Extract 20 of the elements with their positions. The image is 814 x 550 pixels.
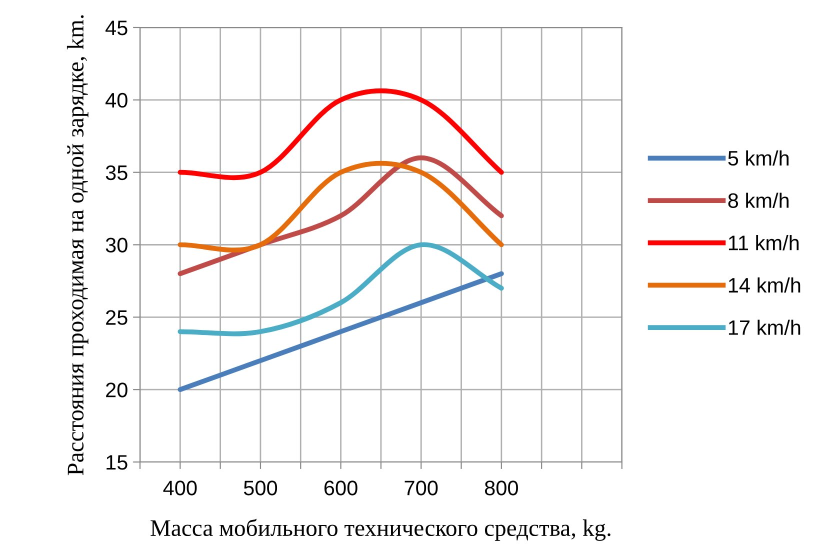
y-tick-label: 15: [106, 455, 128, 470]
y-tick-label: 35: [106, 165, 128, 180]
legend-label: 8 km/h: [728, 192, 789, 208]
y-tick-label: 30: [106, 238, 128, 253]
y-tick-label: 20: [106, 382, 128, 398]
legend-label: 17 km/h: [728, 320, 800, 336]
legend-label: 14 km/h: [728, 277, 800, 293]
x-axis-title: Масса мобильного технического средства, kg.: [150, 518, 610, 541]
x-tick-label: 700: [404, 480, 438, 496]
legend-label: 11 km/h: [728, 235, 799, 250]
y-tick-label: 45: [106, 20, 128, 36]
y-tick-label: 25: [106, 310, 128, 325]
x-tick-label: 500: [244, 480, 278, 496]
x-tick-label: 400: [163, 480, 197, 496]
legend-label: 5 km/h: [728, 150, 789, 166]
y-axis-title: Расстояния проходимая на одной зарядке, km.: [66, 15, 88, 476]
line-series: [178, 271, 504, 392]
y-tick-label: 40: [106, 92, 128, 108]
x-tick-label: 600: [324, 480, 358, 496]
x-tick-label: 800: [484, 480, 518, 496]
